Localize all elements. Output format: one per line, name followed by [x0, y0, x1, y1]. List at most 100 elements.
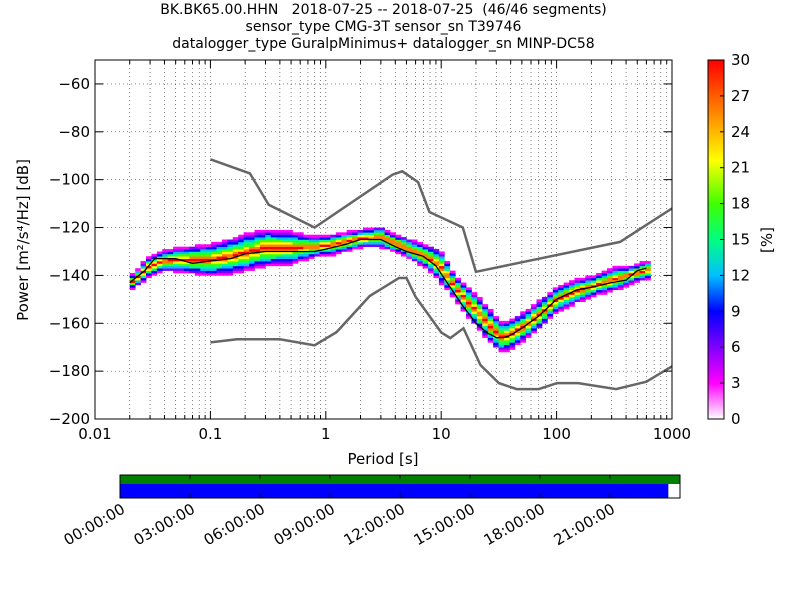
ppsd-cell: [270, 246, 277, 250]
ppsd-cell: [612, 275, 619, 279]
ppsd-cell: [574, 287, 581, 291]
ppsd-cell: [422, 258, 429, 262]
ppsd-cell: [368, 229, 375, 233]
ppsd-cell: [547, 301, 554, 305]
ppsd-cell: [270, 251, 277, 255]
ppsd-cell: [281, 246, 288, 250]
ppsd-cell: [617, 268, 624, 271]
ppsd-cell: [563, 292, 570, 295]
ppsd-cell: [628, 265, 635, 269]
ppsd-cell: [352, 244, 358, 247]
ppsd-cell: [607, 270, 613, 274]
ppsd-cell: [541, 313, 548, 317]
x-tick-label: 0.01: [78, 425, 111, 443]
ppsd-cell: [509, 323, 516, 326]
ppsd-cell: [238, 234, 245, 238]
ppsd-cell: [194, 265, 201, 269]
ppsd-cell: [135, 273, 141, 276]
ppsd-cell: [140, 263, 147, 267]
ppsd-cell: [249, 263, 255, 267]
ppsd-cell: [379, 229, 386, 233]
ppsd-cell: [558, 296, 565, 300]
ppsd-cell: [373, 239, 380, 243]
ppsd-cell: [303, 234, 310, 238]
ppsd-cell: [287, 229, 293, 233]
ppsd-cell: [569, 284, 575, 288]
ppsd-cell: [362, 241, 369, 245]
ppsd-cell: [352, 229, 358, 233]
ppsd-cell: [314, 244, 320, 247]
ppsd-cell: [151, 270, 158, 274]
ppsd-cell: [303, 258, 310, 262]
ppsd-cell: [303, 253, 310, 257]
ppsd-cell: [520, 335, 527, 338]
ppsd-cell: [303, 249, 310, 252]
ppsd-cell: [384, 232, 391, 236]
ppsd-cell: [617, 277, 624, 281]
ppsd-cell: [498, 328, 505, 331]
ppsd-cell: [167, 256, 174, 259]
ppsd-cell: [536, 318, 543, 322]
ppsd-cell: [254, 263, 261, 267]
colorbar-tick-label: 3: [731, 374, 741, 392]
ppsd-cell: [558, 308, 565, 312]
ppsd-cell: [287, 263, 293, 267]
ppsd-cell: [482, 304, 489, 307]
ppsd-cell: [541, 316, 548, 319]
ppsd-cell: [211, 273, 217, 276]
ppsd-cell: [503, 342, 510, 346]
ppsd-cell: [216, 273, 223, 276]
ppsd-cell: [487, 325, 494, 329]
ppsd-cell: [531, 304, 537, 307]
colorbar-ticks: 0 3 6 9 12 15 18 21 24 27 30: [720, 51, 750, 428]
ppsd-cell: [303, 251, 310, 255]
ppsd-cell: [476, 296, 483, 300]
ppsd-cell: [628, 277, 635, 281]
ppsd-cell: [503, 340, 510, 343]
ppsd-cell: [265, 253, 272, 257]
ppsd-cell: [417, 256, 424, 259]
ppsd-cell: [520, 337, 527, 341]
y-tick-label: −80: [58, 123, 90, 141]
ppsd-cell: [498, 325, 505, 329]
ppsd-cell: [146, 275, 152, 279]
ppsd-cell: [238, 244, 245, 247]
ppsd-cell: [466, 308, 472, 312]
ppsd-cell: [541, 296, 548, 300]
ppsd-cell: [178, 268, 185, 271]
ppsd-cell: [612, 282, 619, 286]
ppsd-cell: [330, 239, 337, 243]
ppsd-cell: [525, 332, 532, 336]
ppsd-cell: [601, 270, 608, 274]
ppsd-cell: [135, 280, 141, 283]
ppsd-cell: [227, 239, 234, 243]
ppsd-cell: [227, 249, 234, 252]
ppsd-cell: [411, 244, 418, 247]
ppsd-cell: [552, 304, 559, 307]
ppsd-cell: [607, 275, 613, 279]
ppsd-cell: [569, 301, 575, 305]
ppsd-cell: [194, 268, 201, 271]
ppsd-cell: [411, 246, 418, 250]
ppsd-cell: [433, 251, 440, 255]
ppsd-cell: [590, 282, 597, 286]
ppsd-cell: [232, 261, 239, 264]
ppsd-cell: [259, 244, 266, 247]
ppsd-cell: [200, 268, 207, 271]
ppsd-cell: [341, 232, 348, 236]
ppsd-cell: [525, 318, 532, 322]
ppsd-cell: [644, 261, 651, 264]
ppsd-cell: [417, 261, 424, 264]
ppsd-cell: [167, 265, 174, 269]
ppsd-cell: [265, 261, 272, 264]
ppsd-cell: [639, 263, 646, 267]
ppsd-cell: [428, 265, 434, 269]
ppsd-cell: [433, 268, 440, 271]
ppsd-cell: [362, 227, 369, 231]
ppsd-cell: [590, 289, 597, 293]
ppsd-cell: [254, 237, 261, 240]
y-tick-label: −100: [49, 171, 90, 189]
ppsd-cell: [373, 241, 380, 245]
ppsd-cell: [341, 241, 348, 245]
ppsd-cell: [444, 270, 451, 274]
